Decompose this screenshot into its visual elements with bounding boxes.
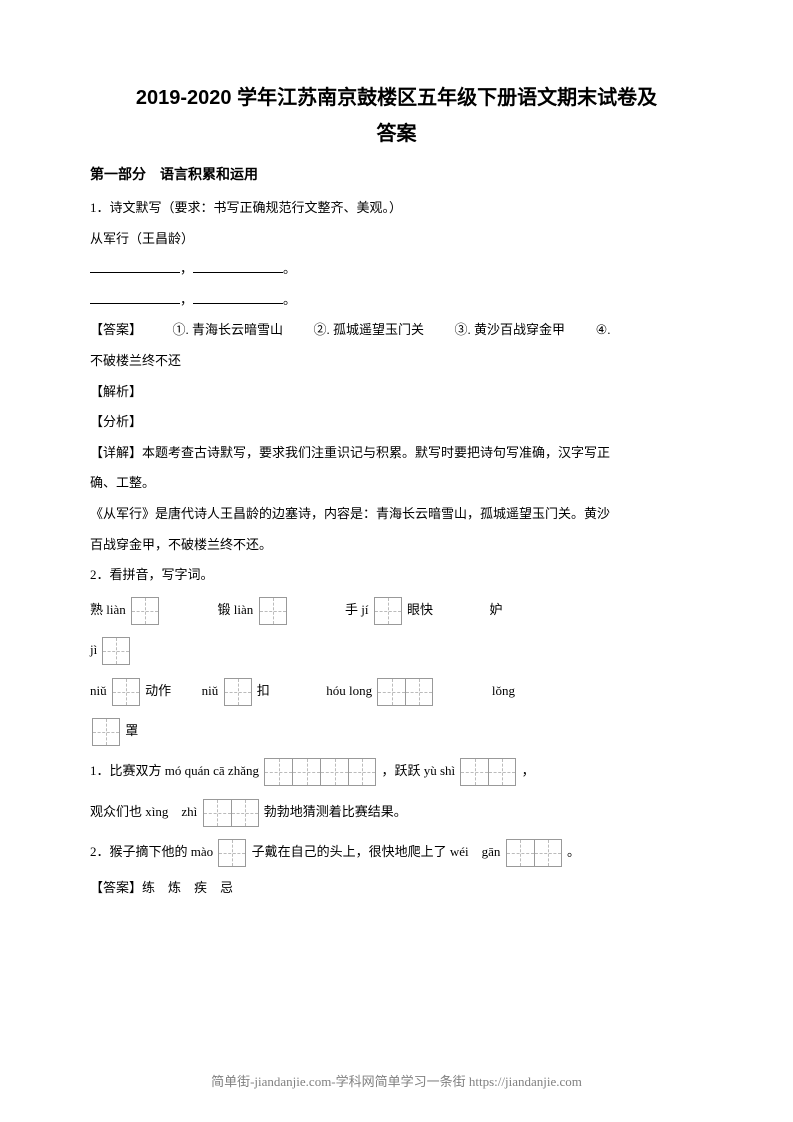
page-footer: 简单街-jiandanjie.com-学科网简单学习一条街 https://ji… (0, 1071, 793, 1090)
q1-poem-title: 从军行（王昌龄） (90, 225, 703, 254)
text-label: 眼快 (407, 602, 433, 617)
pinyin-label: jì (90, 642, 97, 657)
q2-sentence-2: 观众们也 xìng zhì 勃勃地猜测着比赛结果。 (90, 794, 703, 830)
blank-input[interactable] (90, 290, 180, 304)
sentence-text: 1．比赛双方 mó quán cā zhǎng (90, 763, 259, 778)
xiangjie-text: 本题考查古诗默写，要求我们注重识记与积累。默写时要把诗句写准确，汉字写正 (142, 445, 610, 460)
blank-input[interactable] (193, 259, 283, 273)
tianzi-box[interactable] (374, 597, 402, 625)
xiangjie-label: 【详解】 (90, 445, 142, 460)
tianzi-box-quad[interactable] (264, 758, 376, 786)
answer-text: 练 炼 疾 忌 (142, 880, 233, 895)
pinyin-label: hóu long (326, 683, 372, 698)
jiexi-label: 【解析】 (90, 378, 703, 407)
sentence-text: 。 (567, 844, 580, 859)
tianzi-box[interactable] (131, 597, 159, 625)
period: 。 (283, 261, 296, 276)
comma: ， (180, 292, 193, 307)
pinyin-label: niǔ (202, 683, 219, 698)
sentence-text: 观众们也 xìng zhì (90, 804, 197, 819)
tianzi-box-double[interactable] (460, 758, 516, 786)
text-label: 罩 (125, 723, 138, 738)
text-label: 动作 (145, 683, 171, 698)
xiangjie-line-1: 【详解】本题考查古诗默写，要求我们注重识记与积累。默写时要把诗句写准确，汉字写正 (90, 439, 703, 468)
answer-1: ①. 青海长云暗雪山 (173, 322, 284, 337)
title-line-2: 答案 (90, 116, 703, 152)
congjunxing-line-2: 百战穿金甲，不破楼兰终不还。 (90, 531, 703, 560)
sentence-text: 勃勃地猜测着比赛结果。 (264, 804, 407, 819)
tianzi-box[interactable] (112, 678, 140, 706)
fenxi-label: 【分析】 (90, 408, 703, 437)
comma: ， (180, 261, 193, 276)
q2-row-3: niǔ 动作 niǔ 扣 hóu long lǒng (90, 673, 703, 709)
pinyin-label: 熟 liàn (90, 602, 126, 617)
answer-2: ②. 孤城遥望玉门关 (314, 322, 425, 337)
tianzi-box-double[interactable] (377, 678, 433, 706)
sentence-text: 子戴在自己的头上，很快地爬上了 wéi gān (252, 844, 501, 859)
q1-prompt: 1．诗文默写（要求：书写正确规范行文整齐、美观。） (90, 194, 703, 223)
q2-prompt: 2．看拼音，写字词。 (90, 561, 703, 590)
q2-answer: 【答案】练 炼 疾 忌 (90, 874, 703, 903)
tianzi-box-double[interactable] (506, 839, 562, 867)
pinyin-label: 锻 liàn (218, 602, 254, 617)
congjunxing-line-1: 《从军行》是唐代诗人王昌龄的边塞诗，内容是：青海长云暗雪山，孤城遥望玉门关。黄沙 (90, 500, 703, 529)
blank-input[interactable] (90, 259, 180, 273)
title-line-1: 2019-2020 学年江苏南京鼓楼区五年级下册语文期末试卷及 (90, 80, 703, 116)
section-1-header: 第一部分 语言积累和运用 (90, 164, 703, 184)
tianzi-box[interactable] (102, 637, 130, 665)
pinyin-label: 手 jí (345, 602, 368, 617)
xiangjie-line-2: 确、工整。 (90, 469, 703, 498)
q1-blank-line-2: ，。 (90, 286, 703, 315)
answer-3: ③. 黄沙百战穿金甲 (455, 322, 566, 337)
text-label: 妒 (490, 602, 503, 617)
answer-4: ④. (596, 322, 611, 337)
q2-row-4: 罩 (90, 713, 703, 749)
tianzi-box[interactable] (92, 718, 120, 746)
period: 。 (283, 292, 296, 307)
sentence-text: 2．猴子摘下他的 mào (90, 844, 213, 859)
q1-answer-line-1: 【答案】 ①. 青海长云暗雪山 ②. 孤城遥望玉门关 ③. 黄沙百战穿金甲 ④. (90, 316, 703, 345)
text-label: 扣 (257, 683, 270, 698)
q2-sentence-3: 2．猴子摘下他的 mào 子戴在自己的头上，很快地爬上了 wéi gān 。 (90, 834, 703, 870)
q2-row-1: 熟 liàn 锻 liàn 手 jí 眼快 妒 (90, 592, 703, 628)
tianzi-box[interactable] (224, 678, 252, 706)
q2-sentence-1: 1．比赛双方 mó quán cā zhǎng ，跃跃 yù shì ， (90, 753, 703, 789)
q1-answer-line-2: 不破楼兰终不还 (90, 347, 703, 376)
sentence-text: ， (522, 763, 535, 778)
blank-input[interactable] (193, 290, 283, 304)
answer-label: 【答案】 (90, 322, 142, 337)
tianzi-box[interactable] (259, 597, 287, 625)
answer-label: 【答案】 (90, 880, 142, 895)
q1-blank-line-1: ，。 (90, 255, 703, 284)
q2-row-2: jì (90, 632, 703, 668)
tianzi-box[interactable] (218, 839, 246, 867)
pinyin-label: niǔ (90, 683, 107, 698)
tianzi-box-double[interactable] (203, 799, 259, 827)
sentence-text: ，跃跃 yù shì (381, 763, 455, 778)
pinyin-label: lǒng (492, 683, 515, 698)
